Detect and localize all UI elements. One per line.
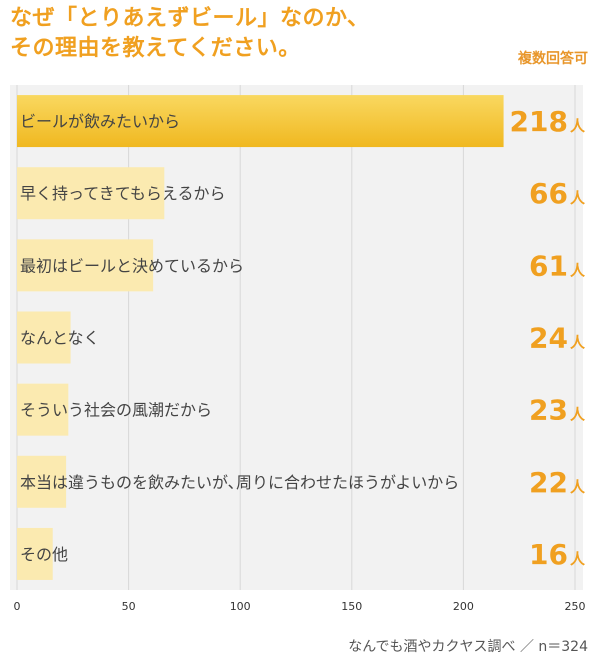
data-unit-label: 人 [570, 189, 586, 207]
bar [17, 455, 67, 508]
bar [17, 383, 69, 436]
category-label: なんとなく [20, 329, 100, 348]
data-label: 16 [529, 538, 568, 571]
x-tick-label: 50 [122, 600, 136, 613]
source-footer: なんでも酒やカクヤス調べ ／ n＝324 [348, 639, 588, 655]
data-unit-label: 人 [570, 261, 586, 279]
category-label: その他 [20, 545, 68, 564]
bar [17, 239, 154, 292]
category-label: 本当は違うものを飲みたいが､周りに合わせたほうがよいから [20, 473, 459, 492]
bar [17, 527, 53, 580]
data-label: 23 [529, 394, 568, 427]
bar [17, 95, 504, 148]
data-label: 61 [529, 249, 568, 282]
data-label: 22 [529, 466, 568, 499]
data-label: 24 [529, 322, 568, 355]
x-tick-label: 100 [230, 600, 251, 613]
multiple-answers-note: 複数回答可 [518, 51, 588, 67]
data-unit-label: 人 [570, 478, 586, 496]
data-unit-label: 人 [570, 334, 586, 352]
x-tick-label: 200 [453, 600, 474, 613]
x-tick-label: 0 [14, 600, 21, 613]
chart-title-line2: その理由を教えてください。 [10, 36, 301, 61]
data-unit-label: 人 [570, 550, 586, 568]
data-unit-label: 人 [570, 117, 586, 135]
data-label: 66 [529, 177, 568, 210]
bar [17, 311, 71, 364]
bar [17, 167, 165, 220]
data-label: 218 [510, 105, 568, 138]
category-label: 最初はビールと決めているから [20, 256, 244, 275]
x-tick-label: 150 [341, 600, 362, 613]
chart-title-line1: なぜ「とりあえずビール」なのか、 [10, 6, 370, 31]
chart-title: なぜ「とりあえずビール」なのか、 その理由を教えてください。 [10, 4, 370, 64]
category-label: 早く持ってきてもらえるから [20, 184, 225, 203]
data-unit-label: 人 [570, 406, 586, 424]
category-label: ビールが飲みたいから [20, 112, 180, 131]
category-label: そういう社会の風潮だから [20, 401, 212, 420]
x-tick-label: 250 [565, 600, 586, 613]
